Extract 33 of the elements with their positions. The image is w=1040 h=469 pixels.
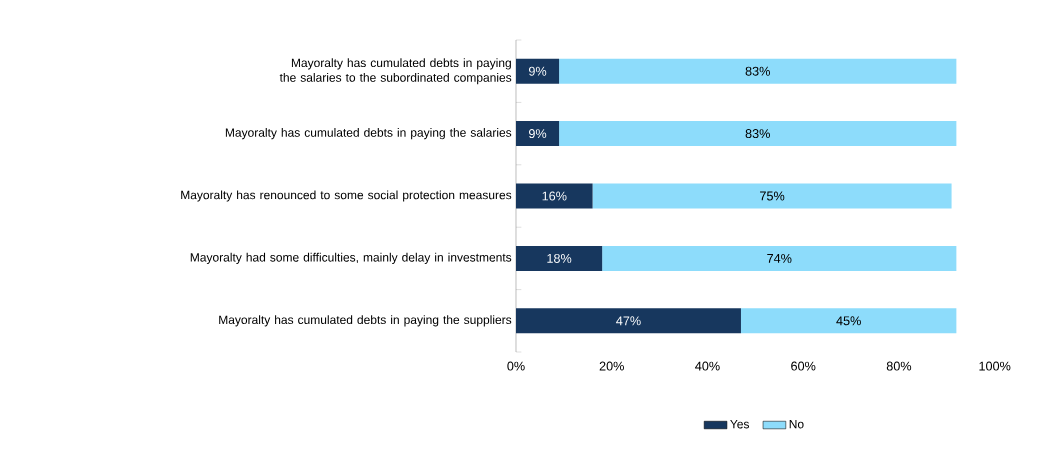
- data-label: 75%: [760, 191, 785, 201]
- bar: [516, 308, 741, 334]
- x-tick-label: 100%: [979, 361, 1011, 371]
- legend-label: Yes: [730, 420, 750, 429]
- bar: [592, 183, 952, 209]
- bar: [516, 245, 603, 271]
- data-label: 83%: [745, 129, 770, 139]
- y-tick-label: Mayoralty has cumulated debts in paying the suppliers: [219, 315, 512, 327]
- data-label: 16%: [542, 191, 567, 201]
- y-tick-label: Mayoralty had some difficulties, mainly delay in investments: [190, 252, 512, 264]
- legend-label: No: [789, 420, 804, 429]
- data-label: 74%: [767, 253, 792, 263]
- data-label: 47%: [616, 316, 641, 326]
- bar: [602, 245, 957, 271]
- bar: [740, 308, 957, 334]
- data-label: 83%: [745, 66, 770, 76]
- data-label: 18%: [547, 253, 572, 263]
- x-tick-label: 60%: [791, 361, 816, 371]
- data-label: 9%: [528, 66, 547, 76]
- y-tick-label: Mayoralty has cumulated debts in paying the salaries: [225, 128, 512, 140]
- x-tick-label: 80%: [886, 361, 912, 371]
- bar: [516, 183, 593, 209]
- data-label: 45%: [836, 316, 861, 326]
- y-tick-label: Mayoralty has renounced to some social protection measures: [181, 190, 512, 202]
- y-tick-label: Mayoralty has cumulated debts in paying the salaries to the subordinated companies: [279, 58, 512, 85]
- bar: [516, 58, 560, 84]
- x-tick-label: 40%: [695, 361, 720, 371]
- bar: [516, 121, 560, 147]
- bar: [559, 58, 957, 84]
- bar: [559, 121, 957, 147]
- x-tick-label: 0%: [507, 361, 525, 371]
- x-tick-label: 20%: [599, 361, 624, 371]
- data-label: 9%: [528, 129, 547, 139]
